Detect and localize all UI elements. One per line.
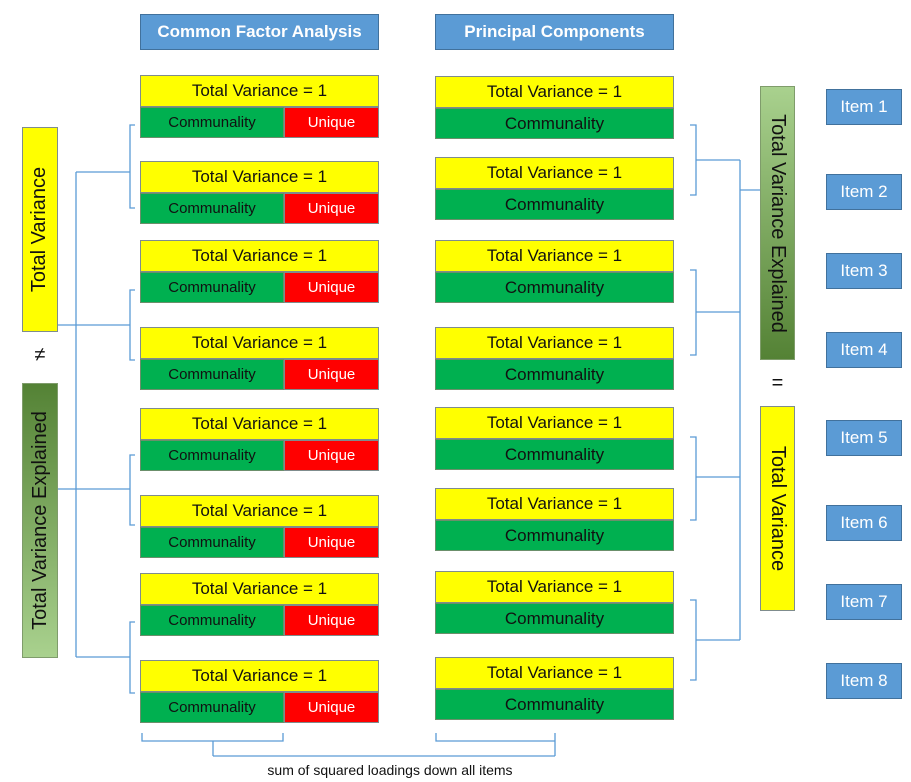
right-total-variance-box: Total Variance <box>760 406 795 611</box>
right-spine <box>739 160 760 640</box>
cfa-unique: Unique <box>284 605 379 636</box>
item-2: Item 2 <box>826 174 902 210</box>
cfa-communality: Communality <box>140 193 284 224</box>
not-equal-symbol: ≠ <box>34 343 46 366</box>
right-total-variance-label: Total Variance <box>767 445 790 572</box>
cfa-unique: Unique <box>284 193 379 224</box>
cfa-total-variance: Total Variance = 1 <box>140 327 379 359</box>
right-total-variance-explained-label: Total Variance Explained <box>767 113 789 333</box>
cfa-total-variance: Total Variance = 1 <box>140 660 379 692</box>
item-8: Item 8 <box>826 663 902 699</box>
cfa-unique: Unique <box>284 272 379 303</box>
cfa-communality: Communality <box>140 440 284 471</box>
right-brace-4 <box>690 599 740 681</box>
left-brace-3 <box>76 454 135 526</box>
cfa-total-variance: Total Variance = 1 <box>140 75 379 107</box>
pca-total-variance: Total Variance = 1 <box>435 327 674 359</box>
cfa-communality: Communality <box>140 527 284 558</box>
cfa-unique: Unique <box>284 527 379 558</box>
pca-communality: Communality <box>435 439 674 470</box>
right-total-variance-explained-box: Total Variance Explained <box>760 86 795 360</box>
cfa-communality: Communality <box>140 107 284 138</box>
header-principal-components: Principal Components <box>435 14 674 50</box>
caption: sum of squared loadings down all items <box>267 762 513 778</box>
item-6: Item 6 <box>826 505 902 541</box>
cfa-total-variance: Total Variance = 1 <box>140 408 379 440</box>
cfa-communality: Communality <box>140 272 284 303</box>
left-spine <box>58 172 77 657</box>
pca-communality: Communality <box>435 272 674 303</box>
left-brace-2 <box>76 289 135 361</box>
pca-communality: Communality <box>435 689 674 720</box>
cfa-communality: Communality <box>140 605 284 636</box>
cfa-total-variance: Total Variance = 1 <box>140 573 379 605</box>
cfa-communality: Communality <box>140 692 284 723</box>
pca-communality: Communality <box>435 108 674 139</box>
cfa-unique: Unique <box>284 440 379 471</box>
pca-total-variance: Total Variance = 1 <box>435 76 674 108</box>
left-brace-1 <box>76 124 135 209</box>
pca-communality: Communality <box>435 359 674 390</box>
pca-communality: Communality <box>435 603 674 634</box>
cfa-unique: Unique <box>284 692 379 723</box>
cfa-total-variance: Total Variance = 1 <box>140 161 379 193</box>
left-total-variance-explained-box: Total Variance Explained <box>22 383 58 658</box>
left-total-variance-explained-label: Total Variance Explained <box>28 411 51 630</box>
pca-total-variance: Total Variance = 1 <box>435 571 674 603</box>
cfa-total-variance: Total Variance = 1 <box>140 240 379 272</box>
header-common-factor-analysis: Common Factor Analysis <box>140 14 379 50</box>
left-total-variance-label: Total Variance <box>28 166 51 293</box>
bottom-brace-cfa <box>141 733 284 756</box>
pca-total-variance: Total Variance = 1 <box>435 488 674 520</box>
item-5: Item 5 <box>826 420 902 456</box>
right-brace-2 <box>690 269 740 356</box>
item-1: Item 1 <box>826 89 902 125</box>
equals-symbol: = <box>771 371 784 394</box>
left-brace-4 <box>76 621 135 694</box>
item-3: Item 3 <box>826 253 902 289</box>
pca-total-variance: Total Variance = 1 <box>435 657 674 689</box>
item-4: Item 4 <box>826 332 902 368</box>
pca-total-variance: Total Variance = 1 <box>435 240 674 272</box>
pca-total-variance: Total Variance = 1 <box>435 157 674 189</box>
pca-communality: Communality <box>435 189 674 220</box>
cfa-unique: Unique <box>284 107 379 138</box>
right-brace-3 <box>690 436 740 521</box>
left-total-variance-box: Total Variance <box>22 127 58 332</box>
pca-communality: Communality <box>435 520 674 551</box>
right-brace-1 <box>690 124 740 196</box>
cfa-total-variance: Total Variance = 1 <box>140 495 379 527</box>
cfa-communality: Communality <box>140 359 284 390</box>
bottom-brace-pca <box>435 733 556 756</box>
cfa-unique: Unique <box>284 359 379 390</box>
pca-total-variance: Total Variance = 1 <box>435 407 674 439</box>
item-7: Item 7 <box>826 584 902 620</box>
